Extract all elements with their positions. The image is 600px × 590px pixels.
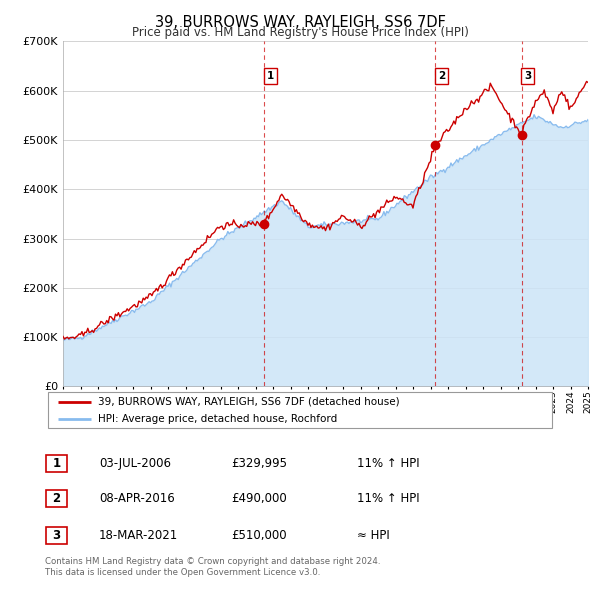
Text: 08-APR-2016: 08-APR-2016 [99,492,175,505]
Text: 2: 2 [52,492,61,505]
Text: £490,000: £490,000 [231,492,287,505]
Text: 11% ↑ HPI: 11% ↑ HPI [357,457,419,470]
Text: ≈ HPI: ≈ HPI [357,529,390,542]
Text: 3: 3 [52,529,61,542]
Text: 1: 1 [267,71,274,81]
Text: £329,995: £329,995 [231,457,287,470]
Text: 11% ↑ HPI: 11% ↑ HPI [357,492,419,505]
Text: £510,000: £510,000 [231,529,287,542]
Text: 03-JUL-2006: 03-JUL-2006 [99,457,171,470]
Text: HPI: Average price, detached house, Rochford: HPI: Average price, detached house, Roch… [98,414,338,424]
Text: This data is licensed under the Open Government Licence v3.0.: This data is licensed under the Open Gov… [45,568,320,577]
Text: Contains HM Land Registry data © Crown copyright and database right 2024.: Contains HM Land Registry data © Crown c… [45,558,380,566]
Text: 2: 2 [438,71,445,81]
Text: 1: 1 [52,457,61,470]
Text: 3: 3 [524,71,532,81]
Text: 39, BURROWS WAY, RAYLEIGH, SS6 7DF (detached house): 39, BURROWS WAY, RAYLEIGH, SS6 7DF (deta… [98,397,400,407]
Text: Price paid vs. HM Land Registry's House Price Index (HPI): Price paid vs. HM Land Registry's House … [131,26,469,39]
Text: 18-MAR-2021: 18-MAR-2021 [99,529,178,542]
Text: 39, BURROWS WAY, RAYLEIGH, SS6 7DF: 39, BURROWS WAY, RAYLEIGH, SS6 7DF [155,15,445,30]
